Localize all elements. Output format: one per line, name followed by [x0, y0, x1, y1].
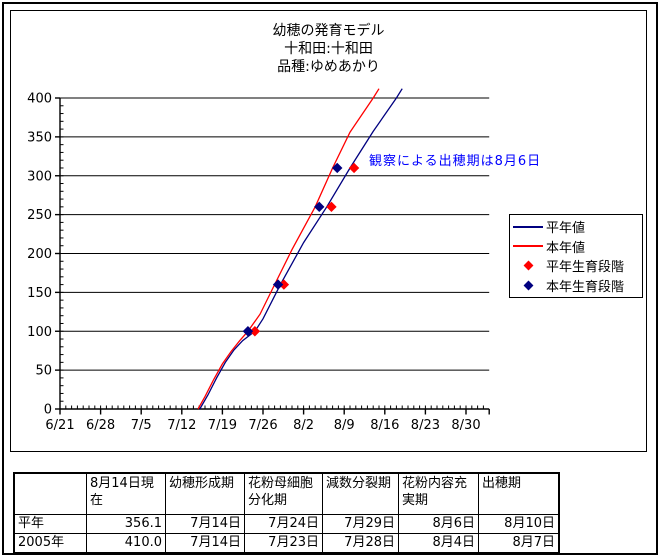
swatch-shape [513, 225, 543, 228]
y-tick-label: 250 [27, 208, 52, 223]
chart-title-line2: 十和田:十和田 [284, 41, 373, 57]
plot-svg: 0 50 100 150 200 250 300 350 400 6/21 6/28 7/5 7/12 7… [27, 88, 490, 433]
swatch-shape [523, 280, 533, 291]
table-header-cell: 8月14日現在 [86, 472, 166, 515]
stage-marker-current-year [332, 162, 343, 174]
stage-marker-current-year [314, 201, 325, 213]
legend-line-swatch [510, 225, 546, 228]
table-header-cell: 減数分裂期 [322, 472, 399, 515]
stage-marker-normal-year [278, 279, 290, 290]
chart-title-line1: 幼穂の発育モデル [272, 23, 385, 39]
legend-line-swatch [510, 245, 546, 248]
stage-marker-normal-year [348, 162, 360, 174]
series-line-current-year [197, 88, 380, 410]
table-cell: 356.1 [86, 514, 166, 534]
x-tick-label: 7/26 [248, 418, 277, 433]
legend-diamond-icon [510, 260, 546, 271]
legend-item-3: 本年生育段階 [510, 276, 642, 296]
series-line-normal-year [199, 88, 403, 410]
table-header-row: 8月14日現在 幼穂形成期 花粉母細胞分化期 減数分裂期 花粉内容充実期 出穂期 [13, 472, 560, 515]
swatch-shape [513, 245, 543, 248]
legend-label: 本年値 [546, 240, 586, 256]
chart-title-line3: 品種:ゆめあかり [277, 59, 380, 75]
table-header-cell: 出穂期 [478, 472, 560, 515]
table-cell: 7月24日 [244, 514, 323, 534]
x-tick-label: 8/2 [293, 418, 314, 433]
table-cell: 7月28日 [322, 533, 399, 554]
legend-label: 平年値 [546, 221, 586, 237]
legend-label: 平年生育段階 [546, 260, 625, 276]
legend-item-2: 平年生育段階 [510, 256, 642, 276]
x-tick-label: 7/19 [208, 418, 237, 433]
table-cell: 7月14日 [165, 533, 245, 554]
legend-item-0: 平年値 [510, 217, 642, 237]
stage-marker-normal-year [249, 326, 261, 337]
legend-label: 本年生育段階 [546, 279, 625, 295]
table-header-cell: 花粉母細胞分化期 [244, 472, 323, 515]
table-cell: 8月6日 [398, 514, 479, 534]
x-tick-label: 6/21 [45, 418, 74, 433]
development-model-chart: 幼穂の発育モデル 十和田:十和田 品種:ゆめあかり 0 50 100 150 200 25… [10, 10, 647, 452]
table-cell: 8月7日 [478, 533, 560, 554]
table-cell: 8月4日 [398, 533, 479, 554]
table-header-cell: 花粉内容充実期 [398, 472, 479, 515]
swatch-shape [523, 260, 533, 271]
stage-marker-current-year [242, 326, 254, 337]
y-tick-label: 200 [27, 247, 52, 262]
y-tick-label: 100 [27, 325, 52, 340]
table-row: 平年 356.1 7月14日 7月24日 7月29日 8月6日 8月10日 [13, 514, 560, 534]
legend-item-1: 本年値 [510, 237, 642, 257]
x-tick-label: 8/16 [370, 418, 399, 433]
heading-date-annotation: 観察による出穂期は8月6日 [369, 154, 542, 169]
table-cell: 8月10日 [478, 514, 560, 534]
table-header-cell: 幼穂形成期 [165, 472, 245, 515]
y-tick-label: 350 [27, 130, 52, 145]
y-tick-label: 400 [27, 92, 52, 107]
chart-legend: 平年値本年値平年生育段階 本年生育段階 [509, 214, 643, 298]
y-tick-label: 50 [35, 364, 52, 379]
row-label-cell: 2005年 [13, 533, 87, 554]
table-header-cell [13, 472, 87, 515]
x-tick-label: 8/30 [451, 418, 480, 433]
table-row: 2005年 410.0 7月14日 7月23日 7月28日 8月4日 8月7日 [13, 533, 560, 554]
row-label-cell: 平年 [13, 514, 87, 534]
table-cell: 7月23日 [244, 533, 323, 554]
table-cell: 7月14日 [165, 514, 245, 534]
x-tick-label: 8/23 [411, 418, 440, 433]
x-tick-label: 7/12 [167, 418, 196, 433]
x-tick-label: 8/9 [334, 418, 355, 433]
growth-stage-table: 8月14日現在 幼穂形成期 花粉母細胞分化期 減数分裂期 花粉内容充実期 出穂期 平年 356… [13, 472, 560, 554]
table-cell: 410.0 [86, 533, 166, 554]
legend-diamond-icon [510, 280, 546, 291]
x-tick-label: 7/5 [131, 418, 152, 433]
stage-marker-normal-year [326, 201, 337, 213]
x-tick-label: 6/28 [86, 418, 115, 433]
y-tick-label: 150 [27, 286, 52, 301]
chart-title: 幼穂の発育モデル 十和田:十和田 品種:ゆめあかり [11, 22, 646, 76]
y-tick-label: 300 [27, 169, 52, 184]
stage-marker-current-year [272, 279, 284, 290]
table-cell: 7月29日 [322, 514, 399, 534]
y-tick-label: 0 [44, 403, 52, 418]
